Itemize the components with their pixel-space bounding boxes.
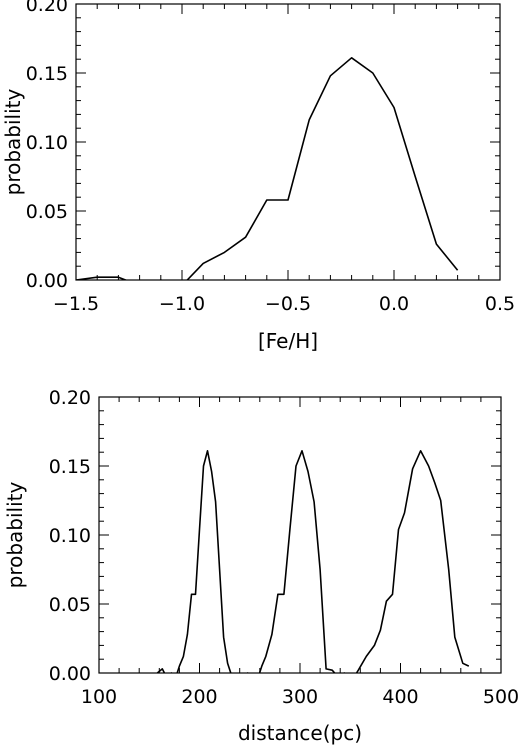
- distance-y-tick-label: 0.10: [49, 525, 91, 547]
- distance-x-tick-label: 100: [81, 686, 117, 708]
- distance-x-tick-label: 400: [382, 686, 418, 708]
- metallicity-x-axis-label: [Fe/H]: [258, 329, 318, 353]
- distance-y-tick-label: 0.15: [49, 456, 91, 478]
- metallicity-y-axis-label: probability: [1, 88, 25, 195]
- metallicity-series-line-1: [76, 56, 459, 280]
- metallicity-panel: −1.5 −1.0 −0.5 0.0 0.5 0.00 0.05 0.10 0.15 0.20 [F…: [1, 0, 515, 353]
- metallicity-x-tick-label: −0.5: [265, 293, 311, 315]
- distance-y-tick-label: 0.20: [49, 387, 91, 409]
- metallicity-x-tick-label: −1.5: [53, 293, 99, 315]
- distance-series-line-2: [246, 449, 346, 673]
- metallicity-y-tick-label: 0.10: [26, 132, 68, 154]
- metallicity-y-tick-label: 0.00: [26, 270, 68, 292]
- distance-panel: 100 200 300 400 500 0.00 0.05 0.10 0.15 0.20 dista…: [3, 387, 519, 745]
- distance-series-line-1: [156, 449, 232, 673]
- metallicity-x-tick-label: −1.0: [159, 293, 205, 315]
- metallicity-x-tick-label: 0.0: [379, 293, 409, 315]
- distance-y-axis-label: probability: [3, 481, 27, 588]
- distance-x-tick-label: 300: [282, 686, 318, 708]
- distance-x-tick-label: 200: [181, 686, 217, 708]
- metallicity-x-tick-label: 0.5: [485, 293, 515, 315]
- distance-y-tick-label: 0.05: [49, 594, 91, 616]
- distance-y-tick-label: 0.00: [49, 663, 91, 685]
- metallicity-y-tick-label: 0.05: [26, 201, 68, 223]
- metallicity-plot-frame: [75, 3, 501, 281]
- metallicity-y-tick-label: 0.15: [26, 63, 68, 85]
- distance-x-axis-label: distance(pc): [238, 721, 362, 745]
- distance-plot-frame: [98, 396, 502, 674]
- distance-series-line-3: [355, 449, 470, 673]
- distance-x-tick-label: 500: [483, 686, 519, 708]
- metallicity-y-tick-label: 0.20: [26, 0, 68, 16]
